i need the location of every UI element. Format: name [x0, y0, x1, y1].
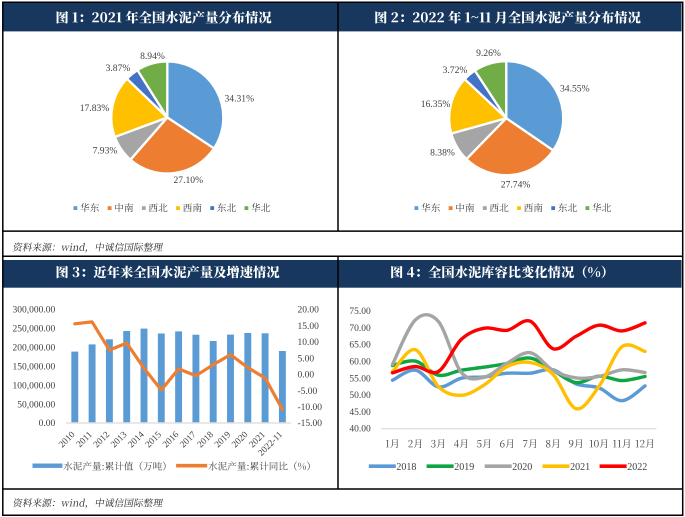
svg-text:3.72%: 3.72% [443, 65, 468, 76]
svg-text:0.00: 0.00 [298, 371, 315, 381]
svg-text:55.00: 55.00 [349, 374, 371, 384]
svg-text:250,000.00: 250,000.00 [12, 325, 55, 335]
svg-text:2022: 2022 [627, 462, 647, 473]
svg-text:8.38%: 8.38% [430, 147, 455, 158]
svg-text:-15.00: -15.00 [298, 419, 323, 429]
svg-text:65.00: 65.00 [349, 341, 371, 351]
svg-text:5.00: 5.00 [298, 354, 315, 364]
svg-text:-10.00: -10.00 [298, 403, 323, 413]
svg-text:2021: 2021 [570, 462, 590, 473]
svg-text:-5.00: -5.00 [298, 387, 318, 397]
svg-text:40.00: 40.00 [349, 425, 371, 435]
svg-text:60.00: 60.00 [349, 358, 371, 368]
svg-text:150,000.00: 150,000.00 [12, 362, 55, 372]
svg-text:2019: 2019 [454, 462, 474, 473]
svg-text:27.10%: 27.10% [174, 175, 204, 186]
svg-text:70.00: 70.00 [349, 324, 371, 334]
svg-text:50.00: 50.00 [349, 391, 371, 401]
svg-text:7.93%: 7.93% [93, 145, 118, 156]
svg-text:27.74%: 27.74% [501, 180, 531, 191]
svg-text:34.31%: 34.31% [225, 93, 255, 104]
svg-text:15.00: 15.00 [298, 322, 320, 332]
svg-text:0.00: 0.00 [39, 419, 56, 429]
svg-text:50,000.00: 50,000.00 [17, 400, 55, 410]
svg-text:100,000.00: 100,000.00 [12, 381, 55, 391]
svg-text:3.87%: 3.87% [106, 63, 131, 74]
svg-text:9.26%: 9.26% [476, 48, 501, 59]
svg-text:20.00: 20.00 [298, 306, 320, 316]
svg-text:8.94%: 8.94% [140, 51, 165, 62]
svg-text:75.00: 75.00 [349, 307, 371, 317]
svg-text:17.83%: 17.83% [80, 103, 110, 114]
svg-text:34.55%: 34.55% [560, 83, 590, 94]
svg-text:300,000.00: 300,000.00 [12, 306, 55, 316]
svg-text:10.00: 10.00 [298, 338, 320, 348]
svg-text:200,000.00: 200,000.00 [12, 344, 55, 354]
svg-text:2020: 2020 [512, 462, 532, 473]
svg-text:16.35%: 16.35% [421, 99, 451, 110]
svg-text:2018: 2018 [396, 462, 416, 473]
svg-text:45.00: 45.00 [349, 408, 371, 418]
